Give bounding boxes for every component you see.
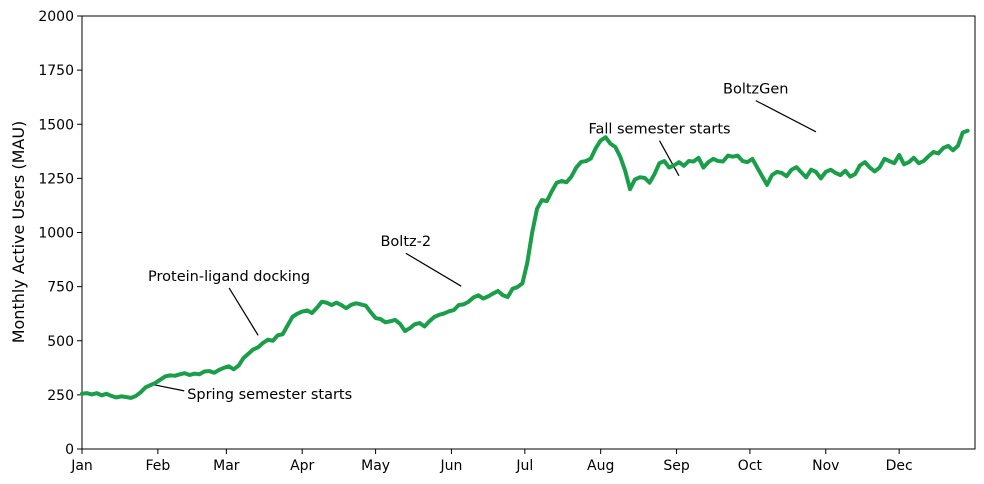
- x-tick-label: Jun: [439, 458, 462, 474]
- annotation-pointer: [228, 287, 259, 336]
- annotation-pointer: [405, 252, 462, 287]
- x-tick-label: Jan: [70, 458, 93, 474]
- x-tick-label: Feb: [145, 458, 170, 474]
- y-axis-title: Monthly Active Users (MAU): [9, 121, 28, 344]
- annotation-label: Protein-ligand docking: [148, 269, 310, 285]
- y-tick-label: 1000: [38, 226, 74, 242]
- y-tick-label: 250: [47, 388, 74, 404]
- series-layer: [80, 128, 970, 400]
- plot-area: [81, 15, 976, 450]
- x-tick-label: Sep: [663, 458, 690, 474]
- annotation-pointer: [658, 140, 680, 177]
- annotation-pointer: [150, 383, 185, 392]
- y-tick-label: 0: [65, 442, 74, 458]
- y-tick-label: 1250: [38, 171, 74, 187]
- annotations: Spring semester starts Protein-ligand doc…: [148, 82, 817, 403]
- annotation-label: BoltzGen: [723, 82, 789, 98]
- y-tick-label: 2000: [38, 9, 74, 25]
- x-tick-label: Apr: [290, 458, 314, 474]
- x-tick-label: Jul: [515, 458, 533, 474]
- x-tick-label: Nov: [812, 458, 839, 474]
- mau-series-line: [80, 128, 970, 400]
- annotation-label: Spring semester starts: [187, 387, 352, 403]
- annotation-label: Boltz-2: [380, 234, 431, 250]
- annotation-pointer: [755, 100, 817, 133]
- y-tick-label: 750: [47, 280, 74, 296]
- x-axis: Jan Feb Mar Apr May Jun Jul Aug Sep Oct Nov Dec: [70, 449, 913, 474]
- y-axis: 0 250 500 750 1000 1250 1500 1750 2000: [38, 9, 82, 458]
- x-tick-label: Aug: [587, 458, 614, 474]
- y-tick-label: 1750: [38, 63, 74, 79]
- y-tick-label: 1500: [38, 117, 74, 133]
- annotation-label: Fall semester starts: [588, 122, 730, 138]
- x-tick-label: Oct: [738, 458, 763, 474]
- x-tick-label: May: [361, 458, 390, 474]
- x-tick-label: Dec: [886, 458, 913, 474]
- y-tick-label: 500: [47, 334, 74, 350]
- x-tick-label: Mar: [213, 458, 240, 474]
